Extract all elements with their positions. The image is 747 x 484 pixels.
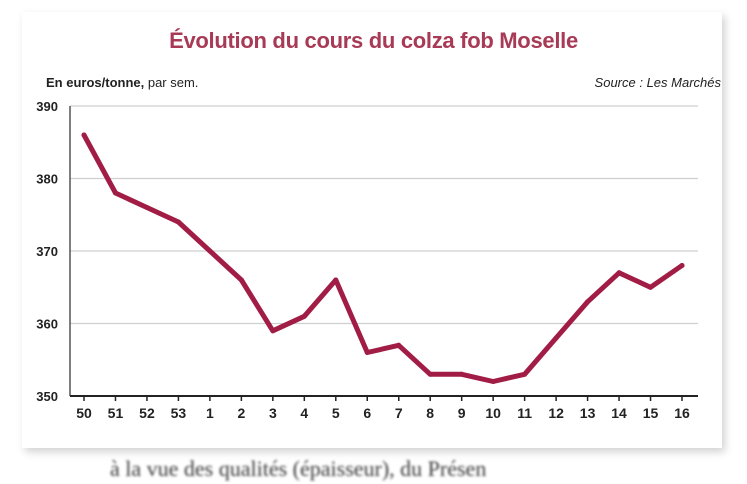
x-tick-label: 11: [517, 405, 532, 421]
x-tick-label: 8: [426, 405, 434, 421]
data-point: [490, 379, 496, 384]
x-tick-label: 13: [580, 405, 596, 421]
y-tick-label: 350: [36, 389, 58, 404]
x-tick-label: 10: [485, 405, 501, 421]
x-tick-label: 7: [395, 405, 403, 421]
x-tick-label: 51: [108, 405, 124, 421]
y-tick-label: 380: [36, 172, 58, 187]
data-point: [270, 328, 276, 334]
data-point: [553, 335, 559, 341]
data-point: [616, 270, 622, 276]
x-tick-label: 9: [458, 405, 466, 421]
x-tick-label: 3: [269, 405, 277, 421]
x-tick-label: 14: [611, 405, 627, 421]
x-tick-label: 15: [643, 405, 659, 421]
data-point: [112, 190, 118, 196]
data-point: [459, 371, 465, 377]
x-tick-label: 52: [139, 405, 155, 421]
data-point: [522, 371, 528, 377]
unit-label-rest: par sem.: [144, 75, 199, 90]
data-point: [427, 371, 433, 377]
x-tick-label: 1: [206, 405, 214, 421]
x-tick-label: 50: [76, 405, 92, 421]
series-line: [81, 132, 685, 384]
chart-title: Évolution du cours du colza fob Moselle: [169, 28, 578, 53]
data-point: [333, 277, 339, 283]
x-tick-label: 16: [674, 405, 690, 421]
x-tick-label: 4: [300, 405, 308, 421]
data-point: [364, 350, 370, 355]
data-point: [175, 219, 181, 225]
y-tick-label: 360: [36, 317, 58, 332]
unit-label: En euros/tonne, par sem.: [46, 75, 198, 90]
data-point: [81, 132, 87, 138]
data-point: [301, 313, 307, 319]
y-tick-label: 370: [36, 244, 58, 259]
data-point: [396, 342, 402, 348]
data-point: [207, 248, 213, 254]
x-tick-label: 6: [363, 405, 371, 421]
data-point: [648, 284, 654, 290]
data-point: [144, 205, 150, 210]
x-tick-label: 2: [237, 405, 245, 421]
chart-card: [22, 12, 722, 448]
data-point: [679, 263, 685, 268]
data-point: [585, 299, 591, 305]
x-tick-label: 5: [332, 405, 340, 421]
source-label: Source : Les Marchés: [594, 75, 721, 90]
x-tick-label: 53: [171, 405, 187, 421]
unit-label-bold: En euros/tonne,: [46, 75, 145, 90]
cropped-caption-text: à la vue des qualités (épaisseur), du Pr…: [110, 456, 487, 481]
data-point: [238, 277, 244, 283]
y-tick-label: 390: [36, 99, 58, 114]
x-tick-label: 12: [548, 405, 564, 421]
